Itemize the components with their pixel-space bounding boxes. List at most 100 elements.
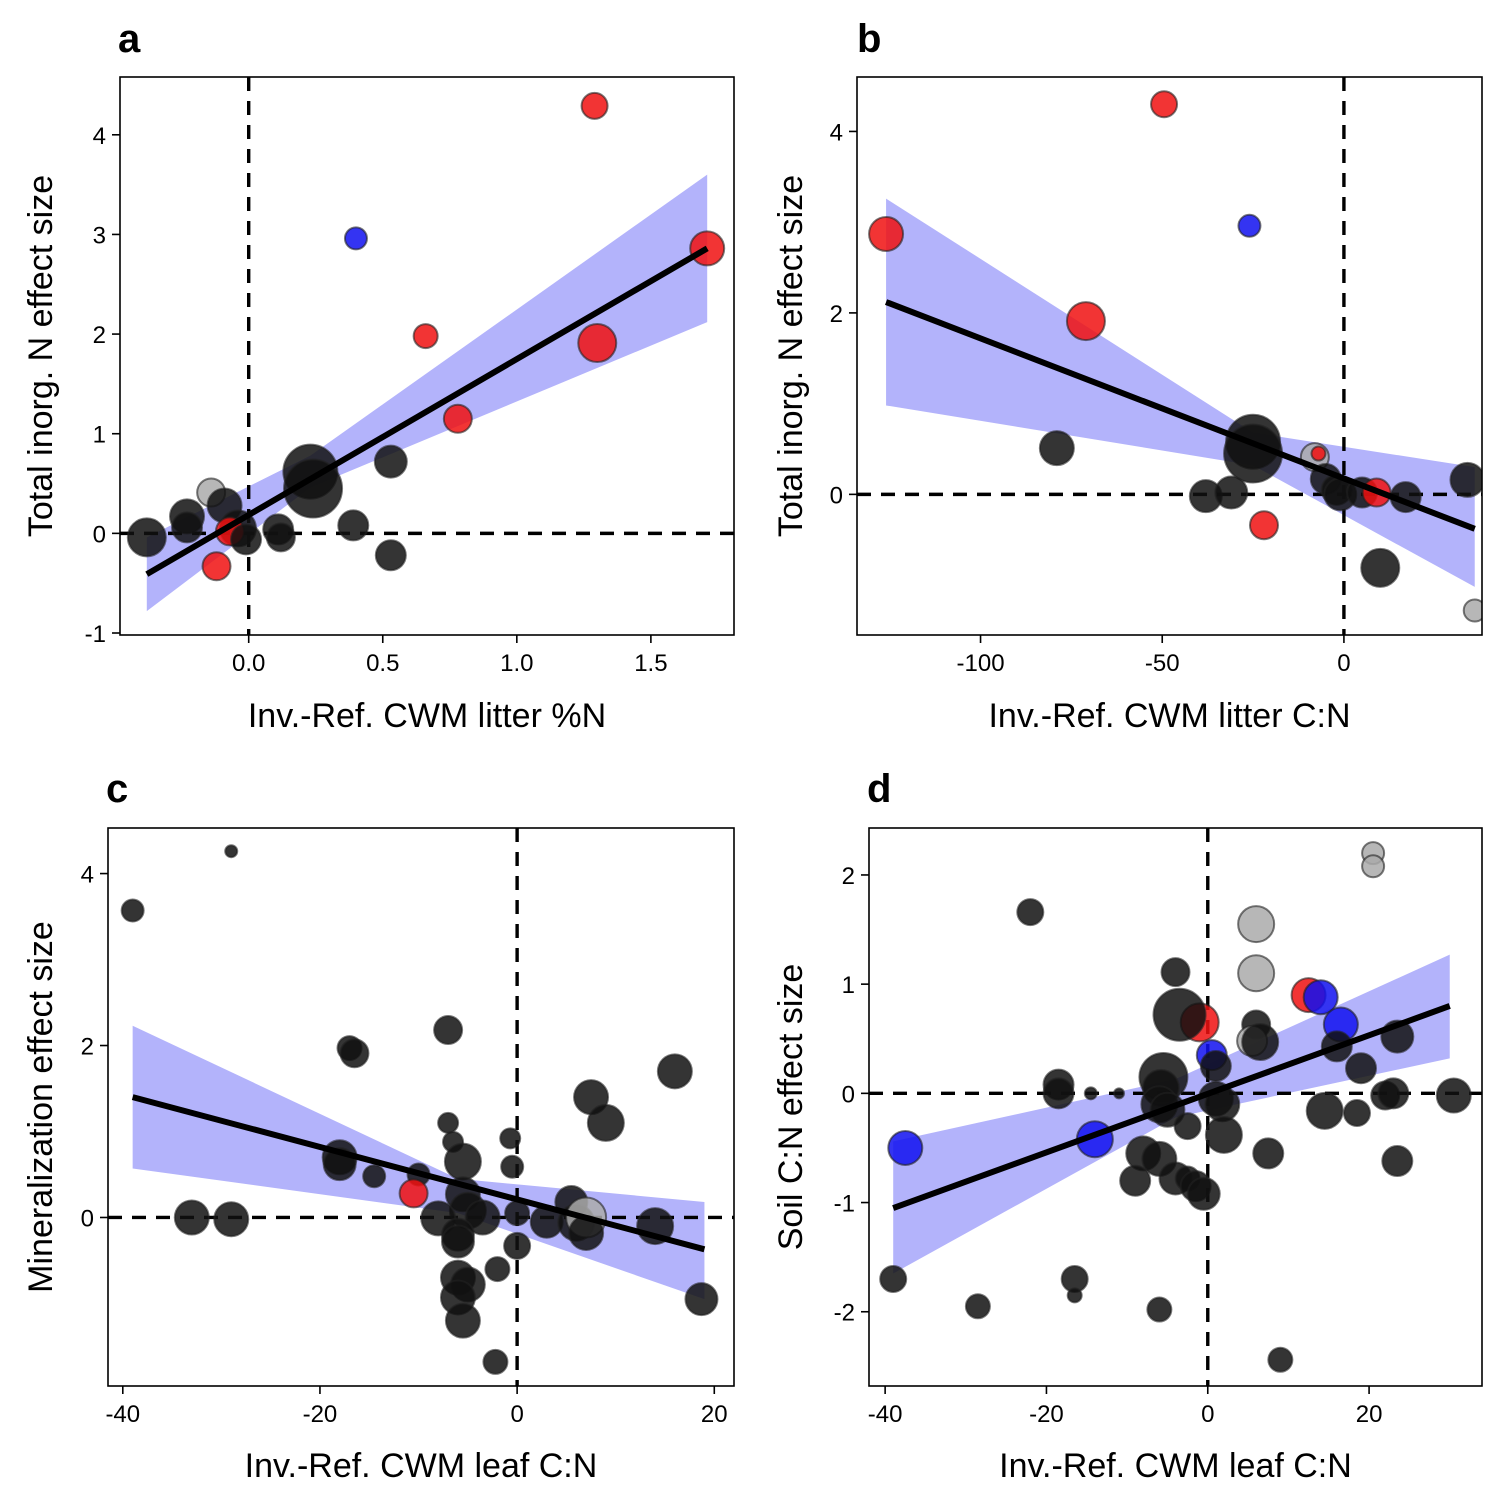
regression-line [884,299,1476,532]
data-point [1150,90,1179,119]
data-point [1435,1077,1472,1114]
y-tick-label: 1 [93,422,106,449]
y-tick-label: 2 [81,1034,94,1061]
data-point [171,511,204,544]
x-tick-label: 1.0 [500,650,533,677]
plot-frame [107,827,735,1387]
regression-line [145,245,709,577]
y-tick-label: 4 [93,123,106,150]
data-point [1038,430,1075,467]
data-point [500,1154,525,1179]
y-tick-label: 0 [830,482,843,509]
data-point [398,1178,429,1209]
data-point [1360,547,1401,588]
data-point [868,215,905,252]
data-point [1204,1115,1243,1154]
x-tick-label: 0 [1201,1401,1214,1428]
y-tick-label: 0 [93,521,106,548]
x-tick-label: 0.5 [366,650,399,677]
plot-frame [868,827,1483,1387]
y-tick-label: 2 [842,863,855,890]
data-point [503,1231,532,1260]
data-point [265,522,296,553]
data-point [1065,301,1106,342]
data-point [1083,1086,1098,1101]
x-axis-title: Inv.-Ref. CWM leaf C:N [999,1447,1352,1485]
plot-frame [856,76,1483,636]
data-point [374,539,407,572]
y-tick-label: 0 [842,1081,855,1108]
y-tick-label: 1 [842,972,855,999]
data-point [201,551,232,582]
data-point [1310,445,1327,462]
x-tick-label: -20 [1029,1401,1064,1428]
data-point [586,1103,625,1142]
plot-frame [119,76,735,636]
data-point [580,91,609,120]
data-point [1267,1346,1294,1373]
data-point [1381,1145,1414,1178]
panel-letter: a [118,17,141,61]
data-point [373,444,408,479]
data-point [464,1199,501,1236]
y-axis-title: Mineralization effect size [22,921,60,1293]
data-point [412,323,439,350]
data-point [1146,1296,1173,1323]
data-point [1252,1137,1285,1170]
data-point [1237,954,1276,993]
confidence-band [886,198,1475,587]
x-tick-label: -100 [957,650,1005,677]
data-point [1377,1077,1410,1110]
data-point [484,1256,511,1283]
panel-d: -40 -20 0 20 -2 -1 0 1 2 Inv.-Ref. CWM leaf C:N So… [772,767,1483,1485]
x-tick-label: 20 [1356,1401,1383,1428]
data-point [1042,1077,1075,1110]
panel-c: -40 -20 0 20 0 2 4 Inv.-Ref. CWM leaf C:N Minera… [22,767,735,1485]
data-point [964,1293,991,1320]
y-tick-label: -1 [834,1191,855,1218]
data-point [1173,1112,1202,1141]
data-point [283,458,344,519]
x-tick-label: -40 [105,1401,140,1428]
data-point [1248,510,1279,541]
plot-area-b [857,77,1482,635]
regression-line [131,1094,706,1253]
regression-line [892,1003,1451,1211]
data-point [440,1224,475,1259]
x-tick-label: 0.0 [232,650,265,677]
data-point [362,1164,387,1189]
data-point [444,1302,481,1339]
data-point [887,1129,924,1166]
y-axis-title: Total inorg. N effect size [772,175,810,537]
plot-area-a [120,77,734,635]
x-tick-label: 1.5 [634,650,667,677]
data-point [1462,598,1482,623]
data-point [656,1053,693,1090]
panel-letter: c [106,767,128,811]
data-point [1186,1176,1221,1211]
x-axis-title: Inv.-Ref. CWM leaf C:N [245,1447,598,1485]
data-point [1305,1091,1344,1130]
y-tick-label: -1 [85,621,106,648]
plot-area-d [869,828,1482,1386]
data-point [1302,979,1339,1016]
data-point [577,323,618,364]
data-point [1214,475,1249,510]
x-tick-label: -20 [303,1401,338,1428]
panel-b: -100 -50 0 0 2 4 Inv.-Ref. CWM litter C:N Total… [772,17,1483,735]
x-tick-label: 20 [701,1401,728,1428]
y-tick-label: 2 [830,301,843,328]
y-tick-label: 0 [81,1205,94,1232]
data-point [443,1142,482,1181]
data-point [1361,854,1386,879]
data-point [1016,898,1045,927]
data-point [433,1015,464,1046]
data-point [1237,905,1276,944]
data-point [442,403,473,434]
data-point [482,1348,509,1375]
x-axis-title: Inv.-Ref. CWM litter C:N [988,697,1350,735]
data-point [1241,1023,1280,1062]
data-point [879,1264,908,1293]
y-axis-title: Total inorg. N effect size [22,175,60,537]
data-point [1119,1164,1152,1197]
